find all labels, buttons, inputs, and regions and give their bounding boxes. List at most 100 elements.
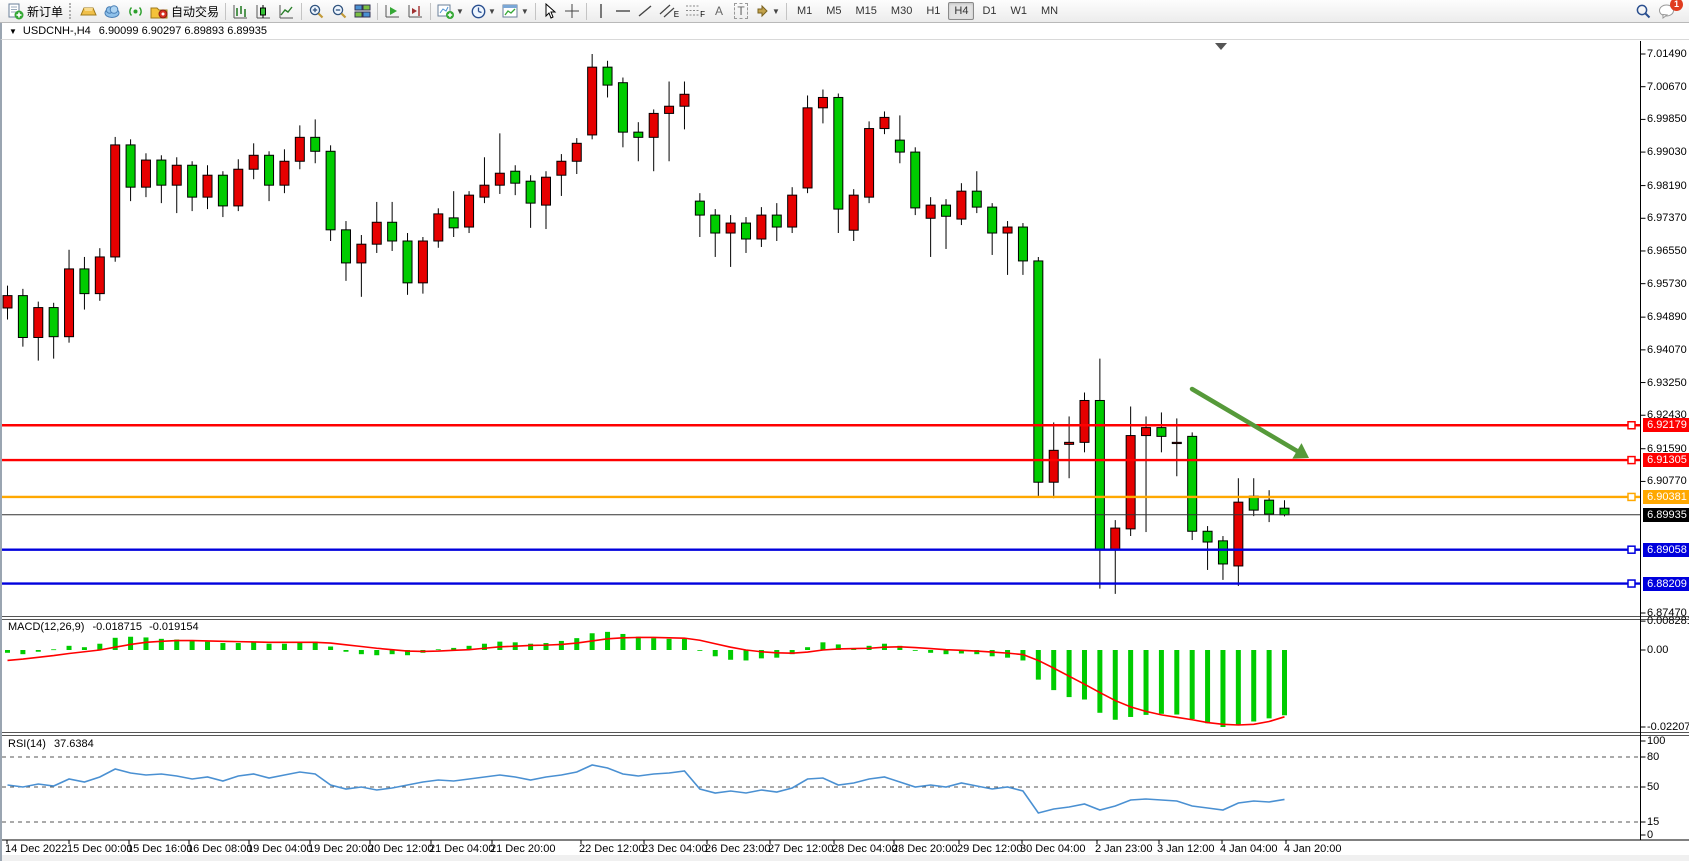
timeframe-button-m30[interactable]: M30	[890, 5, 913, 17]
gold-bar-button[interactable]	[77, 1, 100, 21]
rsi-axis-label: 0	[1647, 829, 1654, 841]
text-tool-icon: A	[715, 4, 724, 18]
crosshair-tool-button[interactable]	[561, 1, 583, 21]
cloud-button[interactable]	[100, 1, 124, 21]
clock-icon	[470, 3, 487, 20]
time-axis-label: 26 Dec 23:00	[705, 843, 771, 855]
text-label-tool-button[interactable]: T	[730, 1, 752, 21]
price-axis-label: 6.94890	[1647, 311, 1687, 324]
new-order-icon	[7, 3, 24, 20]
price-axis-label: 6.99850	[1647, 113, 1687, 126]
timeframe-button-m15[interactable]: M15	[855, 5, 877, 17]
price-axis-label: 6.95730	[1647, 277, 1687, 290]
toolbar-grip	[69, 3, 74, 19]
search-icon	[1635, 3, 1652, 20]
macd-indicator-label: MACD(12,26,9) -0.018715 -0.019154	[8, 621, 199, 633]
dropdown-caret-icon: ▼	[772, 6, 780, 16]
price-axis-label: 6.90770	[1647, 475, 1687, 488]
main-toolbar: 新订单 自动交易	[0, 0, 1689, 23]
zoom-in-icon	[308, 3, 325, 20]
line-chart-mode-button[interactable]	[275, 1, 298, 21]
auto-scroll-button[interactable]	[381, 1, 404, 21]
time-axis-label: 16 Dec 08:00	[187, 843, 253, 855]
time-axis-label: 30 Dec 04:00	[1020, 843, 1086, 855]
rsi-axis-label: 15	[1647, 816, 1660, 828]
price-axis-label: 6.91590	[1647, 442, 1687, 455]
zoom-out-button[interactable]	[328, 1, 351, 21]
fibonacci-tool-button[interactable]: F	[682, 1, 708, 21]
bar-chart-mode-button[interactable]	[229, 1, 252, 21]
timeframe-button-h4[interactable]: H4	[948, 2, 975, 20]
timeframe-button-h1[interactable]: H1	[926, 5, 941, 17]
signals-button[interactable]	[124, 1, 147, 21]
chart-shift-button[interactable]	[404, 1, 427, 21]
timeframe-button-d1[interactable]: D1	[982, 5, 997, 17]
time-axis-label: 29 Dec 12:00	[957, 843, 1023, 855]
dropdown-caret-icon: ▼	[456, 6, 464, 16]
notifications-button[interactable]: 1	[1655, 0, 1683, 21]
periods-button[interactable]: ▼	[467, 1, 499, 21]
timeframe-button-mn[interactable]: MN	[1041, 5, 1059, 17]
time-axis-label: 19 Dec 20:00	[308, 843, 374, 855]
time-axis-label: 15 Dec 16:00	[127, 843, 193, 855]
time-axis-label: 21 Dec 04:00	[429, 843, 495, 855]
search-button[interactable]	[1632, 1, 1655, 21]
price-axis-label: 6.96550	[1647, 245, 1687, 257]
dropdown-caret-icon: ▼	[520, 6, 529, 16]
auto-trading-label: 自动交易	[171, 4, 220, 19]
auto-trading-icon	[150, 3, 168, 20]
cursor-tool-button[interactable]	[539, 1, 561, 21]
time-axis-label: 21 Dec 20:00	[490, 843, 556, 855]
candlestick-mode-button[interactable]	[252, 1, 275, 21]
time-axis-label: 19 Dec 04:00	[247, 843, 313, 855]
trendline-icon	[637, 3, 653, 19]
timeframe-button-w1[interactable]: W1	[1010, 5, 1028, 17]
chart-shift-icon	[407, 3, 424, 20]
text-label-tool-icon: T	[734, 3, 748, 19]
new-order-label: 新订单	[27, 4, 64, 19]
auto-trading-button[interactable]: 自动交易	[147, 1, 222, 21]
zoom-out-icon	[331, 3, 348, 20]
collapse-triangle-icon[interactable]: ▼	[9, 26, 17, 36]
crosshair-icon	[564, 3, 580, 19]
macd-main-value: -0.018715	[92, 621, 143, 633]
price-axis-label: 7.00670	[1647, 80, 1687, 93]
gold-bar-icon	[80, 3, 97, 20]
equidistant-channel-icon	[659, 3, 676, 19]
rsi-indicator-label: RSI(14) 37.6384	[8, 738, 94, 750]
time-axis-label: 20 Dec 12:00	[368, 843, 434, 855]
arrows-tool-button[interactable]: ▼	[752, 1, 783, 21]
vertical-line-tool-button[interactable]	[590, 1, 612, 21]
rsi-axis-label: 100	[1647, 735, 1666, 747]
toolbar-separator	[430, 2, 432, 20]
timeframe-button-m5[interactable]: M5	[826, 5, 842, 17]
new-chart-button[interactable]: ▼	[434, 1, 467, 21]
timeframe-button-m1[interactable]: M1	[796, 5, 813, 17]
hline-price-flag: 6.92179	[1643, 418, 1689, 433]
rsi-name: RSI(14)	[8, 738, 46, 750]
chart-area[interactable]: MACD(12,26,9) -0.018715 -0.019154 RSI(14…	[0, 40, 1689, 861]
fibonacci-icon	[685, 3, 702, 19]
time-axis-label: 15 Dec 00:00	[67, 843, 133, 855]
chart-symbol-title: USDCNH-,H4	[22, 25, 91, 37]
toolbar-separator	[534, 2, 536, 20]
tile-windows-button[interactable]	[351, 1, 374, 21]
time-axis-label: 27 Dec 12:00	[768, 843, 834, 855]
time-axis-label: 4 Jan 04:00	[1220, 843, 1278, 855]
new-order-button[interactable]: 新订单	[4, 1, 66, 21]
zoom-in-button[interactable]	[305, 1, 328, 21]
channel-tool-button[interactable]: E	[656, 1, 682, 21]
macd-axis-label: -0.022076	[1647, 721, 1689, 733]
text-tool-button[interactable]: A	[708, 1, 730, 21]
templates-button[interactable]: ▼	[499, 1, 532, 21]
cloud-icon	[103, 3, 121, 20]
trendline-tool-button[interactable]	[634, 1, 656, 21]
chart-canvas[interactable]	[2, 40, 1689, 861]
candlestick-icon	[255, 3, 272, 20]
horizontal-line-tool-button[interactable]	[612, 1, 634, 21]
time-axis-label: 14 Dec 2022	[5, 843, 68, 855]
rsi-axis-label: 50	[1647, 781, 1660, 793]
chart-title-bar[interactable]: ▼ USDCNH-,H4 6.90099 6.90297 6.89893 6.8…	[0, 23, 1689, 40]
horizontal-line-icon	[615, 3, 631, 19]
